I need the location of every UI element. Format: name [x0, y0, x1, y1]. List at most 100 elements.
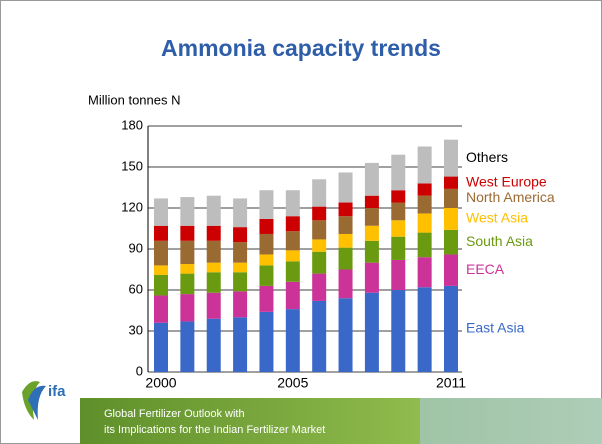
bar-segment	[312, 179, 327, 207]
y-tick-label: 90	[129, 240, 143, 255]
bar-segment	[180, 197, 195, 226]
bar-segment	[180, 225, 195, 241]
bar-segment	[391, 190, 406, 203]
bar-segment	[154, 198, 168, 226]
bar-segment	[364, 208, 379, 226]
y-tick-label: 120	[121, 199, 143, 214]
footer-text: Global Fertilizer Outlook with	[104, 408, 245, 420]
bar-segment	[364, 225, 379, 241]
bar-segment	[444, 139, 458, 177]
x-tick-label: 2011	[436, 375, 466, 391]
bar-segment	[285, 250, 300, 262]
y-tick-label: 60	[129, 281, 143, 296]
bar-segment	[180, 264, 195, 274]
bar-segment	[417, 213, 432, 233]
bar-segment	[154, 225, 168, 241]
bar-segment	[233, 227, 248, 243]
bar-segment	[417, 232, 432, 258]
footer-image	[420, 398, 602, 444]
bar-segment	[233, 272, 248, 292]
bar-segment	[285, 231, 300, 251]
bar-segment	[391, 202, 406, 221]
bar-segment	[338, 172, 353, 203]
bar-segment	[285, 309, 300, 372]
bar-segment	[444, 285, 458, 372]
bar-segment	[417, 257, 432, 288]
bar-segment	[417, 287, 432, 372]
legend-label: Others	[466, 149, 508, 165]
bar-segment	[206, 262, 221, 273]
bar-segment	[259, 233, 274, 255]
bar-segment	[233, 242, 248, 263]
bar-segment	[206, 195, 221, 226]
y-axis-label: Million tonnes N	[88, 92, 181, 107]
bar-segment	[391, 236, 406, 260]
legend-label: EECA	[466, 261, 505, 277]
bar-segment	[338, 247, 353, 270]
bar-segment	[259, 218, 274, 234]
bar-segment	[444, 254, 458, 286]
bar-segment	[312, 273, 327, 301]
x-tick-label: 2000	[145, 375, 176, 391]
bar-segment	[154, 322, 168, 372]
bar-segment	[417, 195, 432, 214]
logo-text: ifa	[48, 383, 66, 400]
bar-segment	[364, 162, 379, 196]
bar-segment	[285, 261, 300, 282]
bar-segment	[444, 229, 458, 255]
y-tick-label: 150	[121, 158, 143, 173]
bar-segment	[444, 188, 458, 208]
bar-segment	[233, 198, 248, 228]
bar-segment	[206, 240, 221, 263]
bar-segment	[391, 220, 406, 237]
bar-segment	[338, 269, 353, 299]
bar-segment	[154, 240, 168, 266]
bar-segment	[180, 294, 195, 322]
bar-segment	[154, 265, 168, 275]
legend-label: West Asia	[466, 210, 528, 226]
bar-segment	[233, 291, 248, 318]
y-tick-label: 180	[121, 117, 143, 132]
legend-label: South Asia	[466, 233, 533, 249]
bar-segment	[444, 176, 458, 189]
bar-segment	[180, 321, 195, 372]
bar-segment	[444, 208, 458, 230]
x-tick-label: 2005	[277, 375, 308, 391]
bar-segment	[312, 251, 327, 274]
footer-text: its Implications for the Indian Fertiliz…	[104, 424, 325, 436]
bar-segment	[259, 285, 274, 312]
bar-segment	[391, 290, 406, 372]
bar-segment	[338, 233, 353, 248]
bar-segment	[285, 281, 300, 310]
bar-segment	[180, 240, 195, 265]
logo-leaf	[28, 385, 46, 420]
bar-segment	[312, 220, 327, 240]
bar-segment	[206, 272, 221, 293]
bar-segment	[312, 239, 327, 252]
bar-segment	[180, 273, 195, 295]
bar-segment	[285, 216, 300, 232]
bar-segment	[259, 190, 274, 219]
bar-segment	[206, 318, 221, 372]
y-tick-label: 30	[129, 322, 143, 337]
bar-segment	[259, 311, 274, 372]
bar-segment	[233, 262, 248, 273]
bar-segment	[312, 300, 327, 372]
legend-label: North America	[466, 189, 555, 205]
bar-segment	[338, 298, 353, 372]
bar-segment	[417, 146, 432, 184]
bar-segment	[233, 317, 248, 372]
bar-segment	[364, 240, 379, 263]
bar-segment	[391, 154, 406, 191]
bar-segment	[259, 265, 274, 286]
y-tick-label: 0	[136, 363, 143, 378]
bar-segment	[338, 216, 353, 234]
bar-segment	[285, 190, 300, 217]
bar-segment	[364, 195, 379, 208]
bar-segment	[154, 274, 168, 296]
bar-segment	[206, 225, 221, 241]
legend-label: East Asia	[466, 320, 525, 336]
chart-title: Ammonia capacity trends	[161, 35, 441, 61]
